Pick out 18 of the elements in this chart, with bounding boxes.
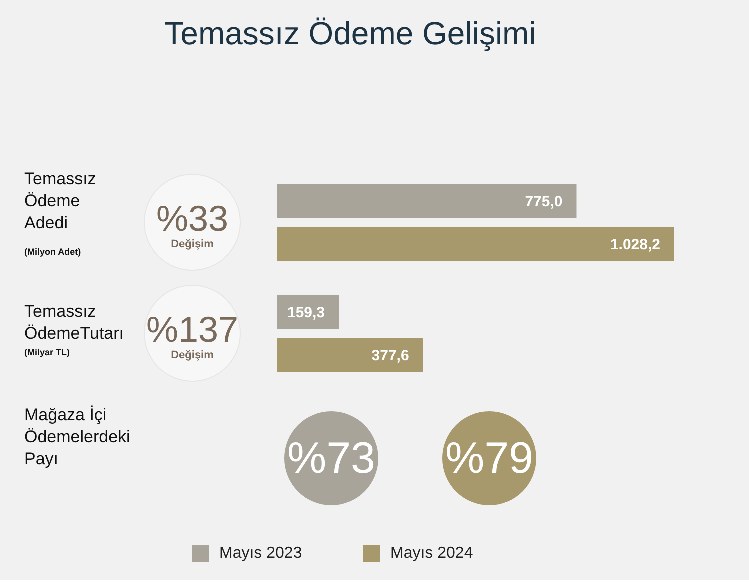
y-tick-label: Temassız Ödeme Adedi	[24, 170, 96, 232]
chart-title: Temassız Ödeme Gelişimi	[164, 16, 536, 52]
data-label: %73	[287, 434, 376, 483]
data-label: 775,0	[525, 194, 563, 210]
data-label: 159,3	[287, 304, 326, 322]
text: Değişim	[171, 238, 214, 250]
legend-label: Mayıs 2023	[220, 545, 302, 562]
y-tick-label: Temassız ÖdemeTutarı	[24, 302, 124, 343]
text: (Milyar TL)	[24, 348, 70, 358]
text: %137	[146, 309, 239, 350]
category-label: Mağaza İçi Ödemelerdeki Payı	[24, 406, 130, 468]
data-label: 377,6	[372, 348, 410, 364]
data-label: 1.028,2	[610, 236, 660, 254]
text: Değişim	[171, 350, 214, 362]
data-label: %79	[445, 434, 534, 483]
legend-label: Mayıs 2024	[390, 545, 474, 562]
text: %33	[156, 198, 229, 239]
text: (Milyon Adet)	[24, 247, 82, 257]
